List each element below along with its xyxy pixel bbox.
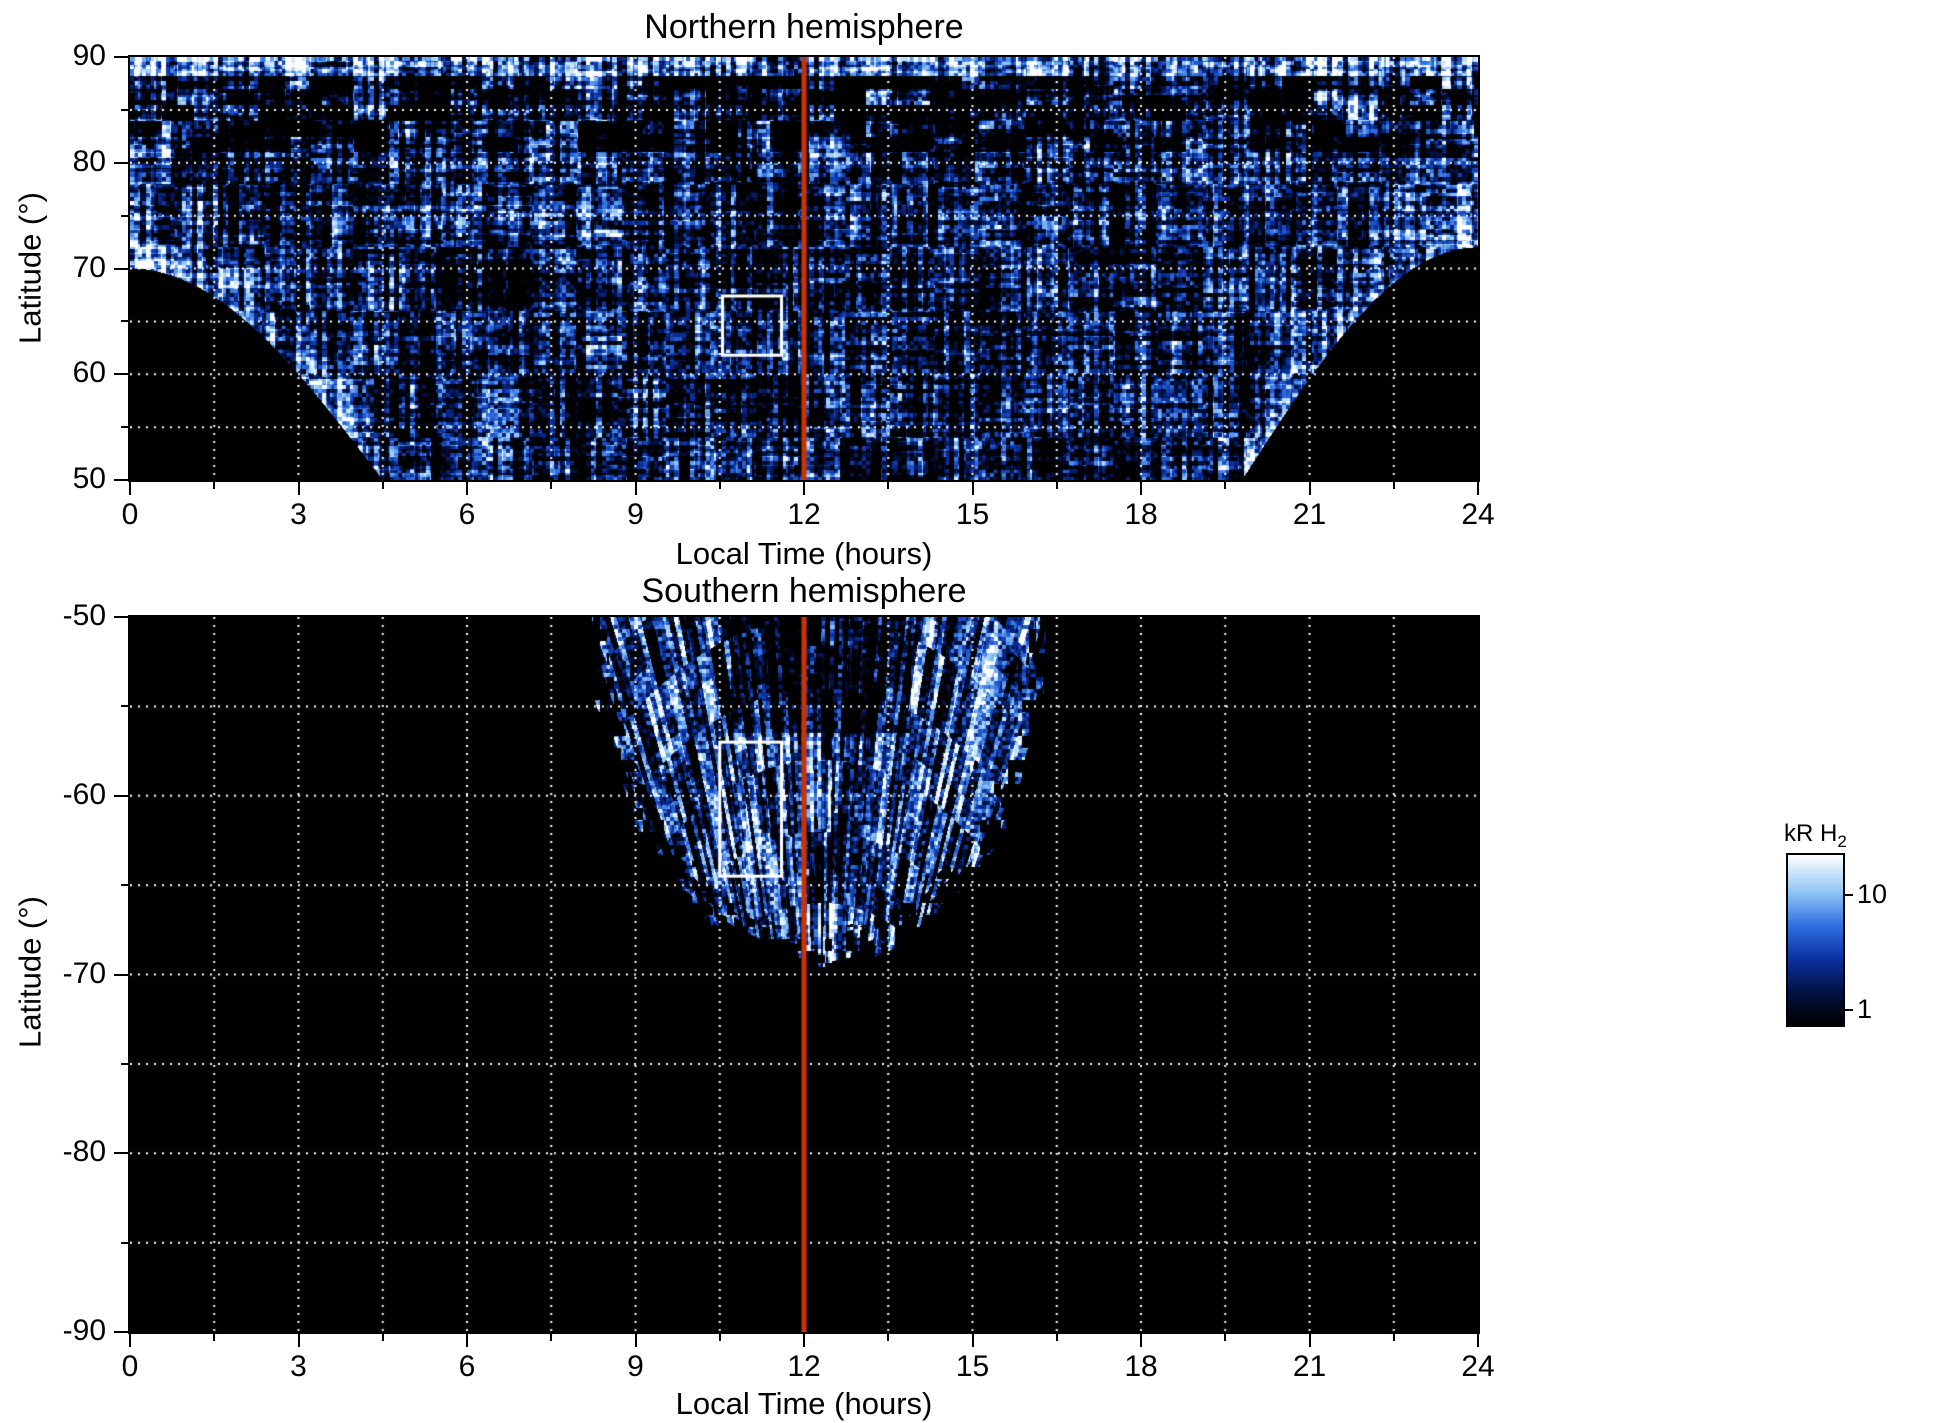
x-major-tick — [1308, 1334, 1311, 1347]
x-tick-label: 15 — [955, 1350, 990, 1383]
x-major-tick — [297, 482, 300, 495]
x-tick-label: 12 — [787, 1350, 821, 1383]
y-major-tick — [114, 973, 128, 976]
x-minor-tick — [1224, 1334, 1227, 1341]
x-major-tick — [1477, 1334, 1479, 1347]
x-minor-tick — [1392, 1334, 1395, 1341]
colorbar-tick-10 — [1845, 894, 1853, 896]
x-major-tick — [466, 1334, 468, 1347]
y-tick-label: 50 — [72, 462, 106, 495]
x-minor-tick — [887, 1334, 890, 1341]
x-tick-label: 9 — [627, 1350, 644, 1383]
y-tick-label: 80 — [72, 144, 106, 178]
y-minor-tick — [121, 1241, 128, 1244]
x-tick-label: 12 — [787, 498, 821, 531]
x-minor-tick — [1224, 482, 1227, 489]
x-minor-tick — [213, 1334, 216, 1341]
x-tick-label: 0 — [121, 1350, 139, 1383]
x-tick-label: 18 — [1124, 1350, 1158, 1383]
y-tick-label: 70 — [72, 250, 106, 284]
x-major-tick — [971, 482, 974, 495]
x-minor-tick — [550, 482, 553, 489]
x-major-tick — [129, 1334, 131, 1347]
y-major-tick — [114, 616, 128, 618]
y-major-tick — [114, 1152, 128, 1155]
y-major-tick — [114, 479, 128, 481]
title-south: Southern hemisphere — [641, 572, 967, 610]
plot-frame-south — [128, 615, 1480, 1334]
xlabel-south: Local Time (hours) — [675, 1386, 933, 1421]
y-minor-tick — [121, 320, 128, 323]
title-north: Northern hemisphere — [644, 8, 964, 46]
y-tick-label: -60 — [62, 777, 106, 811]
colorbar-tick-1 — [1845, 1009, 1853, 1011]
y-tick-label: -90 — [62, 1314, 106, 1347]
x-tick-label: 24 — [1461, 1350, 1495, 1383]
colorbar-canvas — [1788, 855, 1843, 1025]
x-major-tick — [803, 1334, 805, 1347]
plot-frame-north — [128, 55, 1480, 482]
x-tick-label: 6 — [458, 1350, 476, 1383]
x-major-tick — [803, 482, 805, 495]
x-major-tick — [634, 482, 637, 495]
y-tick-label: 90 — [72, 39, 106, 72]
y-minor-tick — [121, 705, 128, 708]
x-major-tick — [297, 1334, 300, 1347]
x-tick-label: 18 — [1124, 498, 1158, 531]
heatmap-canvas-south — [130, 617, 1478, 1332]
x-tick-label: 0 — [121, 498, 139, 531]
y-tick-label: -50 — [62, 599, 106, 632]
xlabel-north: Local Time (hours) — [675, 536, 933, 571]
x-minor-tick — [718, 482, 721, 489]
x-minor-tick — [1392, 482, 1395, 489]
x-tick-label: 6 — [458, 498, 476, 531]
x-major-tick — [1140, 482, 1142, 495]
y-major-tick — [114, 161, 128, 164]
x-minor-tick — [718, 1334, 721, 1341]
x-minor-tick — [381, 482, 384, 489]
x-minor-tick — [213, 482, 216, 489]
colorbar-tick-label-1: 1 — [1857, 994, 1873, 1024]
colorbar-frame — [1786, 853, 1845, 1027]
y-minor-tick — [121, 214, 128, 217]
x-tick-label: 3 — [290, 1350, 307, 1383]
x-minor-tick — [1055, 1334, 1058, 1341]
y-major-tick — [114, 373, 128, 376]
x-major-tick — [1477, 482, 1479, 495]
x-tick-label: 21 — [1292, 1350, 1327, 1383]
x-major-tick — [466, 482, 468, 495]
colorbar-label-text: kR H — [1784, 820, 1838, 847]
colorbar-label-subscript: 2 — [1837, 831, 1847, 851]
colorbar-tick-label-10: 10 — [1857, 879, 1888, 909]
colorbar-label: kR H2 — [1784, 820, 1847, 852]
x-tick-label: 15 — [955, 498, 990, 531]
x-minor-tick — [1055, 482, 1058, 489]
y-minor-tick — [121, 108, 128, 111]
x-minor-tick — [887, 482, 890, 489]
y-minor-tick — [121, 1062, 128, 1065]
x-major-tick — [129, 482, 131, 495]
y-major-tick — [114, 1331, 128, 1333]
y-tick-label: -70 — [62, 956, 106, 990]
y-major-tick — [114, 56, 128, 58]
y-minor-tick — [121, 884, 128, 887]
y-tick-label: 60 — [72, 356, 106, 390]
heatmap-canvas-north — [130, 57, 1478, 480]
x-major-tick — [971, 1334, 974, 1347]
y-major-tick — [114, 794, 128, 797]
y-minor-tick — [121, 426, 128, 429]
y-major-tick — [114, 267, 128, 270]
x-minor-tick — [550, 1334, 553, 1341]
y-tick-label: -80 — [62, 1135, 106, 1169]
x-tick-label: 3 — [290, 498, 307, 531]
x-major-tick — [1140, 1334, 1142, 1347]
x-tick-label: 9 — [627, 498, 644, 531]
x-tick-label: 21 — [1292, 498, 1327, 531]
x-major-tick — [634, 1334, 637, 1347]
x-major-tick — [1308, 482, 1311, 495]
x-tick-label: 24 — [1461, 498, 1495, 531]
x-minor-tick — [381, 1334, 384, 1341]
